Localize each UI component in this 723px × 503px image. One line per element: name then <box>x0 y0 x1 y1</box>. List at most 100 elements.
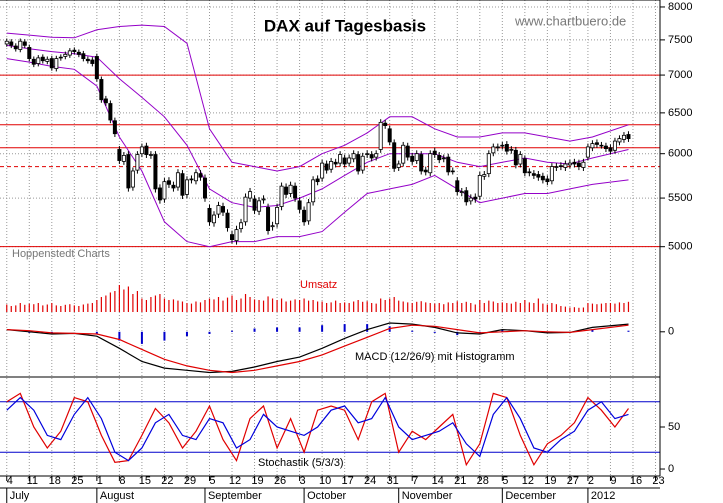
volume-bar <box>46 304 48 312</box>
candle-body <box>81 53 86 59</box>
volume-bar <box>375 303 377 312</box>
volume-bar <box>91 303 93 312</box>
candle-body <box>288 184 293 194</box>
x-tick-label: 25 <box>71 475 83 487</box>
x-tick-label: 21 <box>454 475 466 487</box>
month-label: December <box>505 490 556 502</box>
candle-body <box>230 234 235 240</box>
candle-body <box>536 174 541 178</box>
candle-body <box>581 161 586 168</box>
volume-bar <box>524 300 526 312</box>
panel-title: Stochastik (5/3/3) <box>258 457 344 469</box>
candle-body <box>554 166 559 168</box>
volume-bar <box>407 302 409 312</box>
volume-bar <box>244 294 247 312</box>
candle-body <box>279 185 284 207</box>
candle-body <box>473 196 478 200</box>
volume-bar <box>19 303 21 312</box>
candle-body <box>572 161 577 165</box>
candle-body <box>455 180 460 193</box>
volume-bar <box>145 300 148 312</box>
candle-body <box>450 170 455 173</box>
volume-bar <box>434 303 436 312</box>
histogram-bar <box>231 330 234 332</box>
volume-bar <box>573 307 576 312</box>
histogram-bar <box>411 330 414 332</box>
candle-body <box>193 172 198 182</box>
volume-bar <box>28 303 30 312</box>
volume-bar <box>542 303 544 312</box>
volume-bar <box>204 300 206 312</box>
volume-bar <box>168 300 170 312</box>
histogram-bar <box>366 324 369 332</box>
volume-bar <box>546 304 548 312</box>
x-tick-label: 23 <box>652 475 664 487</box>
candle-body <box>9 41 14 46</box>
x-tick-label: 31 <box>387 475 399 487</box>
x-tick-label: 18 <box>49 475 61 487</box>
candle-body <box>36 57 41 64</box>
candle-body <box>184 179 189 195</box>
candle-body <box>518 154 523 165</box>
x-tick-label: 27 <box>567 475 579 487</box>
x-tick-label: 3 <box>300 475 306 487</box>
candle-body <box>67 50 72 56</box>
candle-body <box>117 149 122 161</box>
month-label: July <box>10 490 30 502</box>
candle-body <box>216 205 221 215</box>
y-tick-label: 6500 <box>668 107 692 119</box>
volume-bar <box>389 298 391 312</box>
candle-body <box>225 212 230 229</box>
histogram-bar <box>298 327 301 332</box>
candle-body <box>243 196 248 223</box>
volume-bar <box>339 303 341 312</box>
candle-body <box>306 202 311 222</box>
volume-bar <box>515 301 517 312</box>
volume-bar <box>591 303 594 312</box>
candle-body <box>54 58 59 69</box>
volume-bar <box>560 306 562 312</box>
volume-bar <box>609 303 612 312</box>
x-tick-label: 22 <box>161 475 173 487</box>
candle-body <box>108 103 113 121</box>
volume-bar <box>69 304 71 312</box>
volume-bar <box>627 301 630 312</box>
volume-bar <box>222 300 224 312</box>
candle-body <box>626 134 631 140</box>
volume-bar <box>551 303 553 312</box>
candle-body <box>18 40 23 50</box>
candle-body <box>333 161 338 165</box>
candle-body <box>594 142 599 145</box>
volume-bar <box>600 303 603 312</box>
volume-bar <box>123 289 125 312</box>
candle-body <box>257 200 262 212</box>
volume-bar <box>217 297 220 312</box>
volume-bar <box>231 295 233 312</box>
y-tick-label: 0 <box>668 326 674 338</box>
x-tick-label: 10 <box>319 475 331 487</box>
volume-bar <box>195 301 197 312</box>
volume-bar <box>10 306 12 312</box>
x-tick-label: 16 <box>630 475 642 487</box>
volume-bar <box>253 299 256 312</box>
candle-body <box>504 144 509 152</box>
volume-bar <box>132 294 134 312</box>
candle-body <box>58 56 63 59</box>
candle-body <box>360 155 365 171</box>
volume-bar <box>497 303 499 312</box>
histogram-bar <box>253 328 256 332</box>
volume-bar <box>357 300 359 312</box>
x-tick-label: 24 <box>364 475 376 487</box>
candle-body <box>351 153 356 160</box>
candle-body <box>72 49 77 52</box>
volume-bar <box>303 298 305 312</box>
histogram-bar <box>140 331 143 344</box>
volume-bar <box>335 300 337 312</box>
volume-bar <box>366 301 368 312</box>
candle-body <box>338 154 343 164</box>
candle-body <box>324 163 329 171</box>
candle-body <box>293 185 298 199</box>
candle-body <box>297 200 302 210</box>
series-line <box>6 396 629 462</box>
